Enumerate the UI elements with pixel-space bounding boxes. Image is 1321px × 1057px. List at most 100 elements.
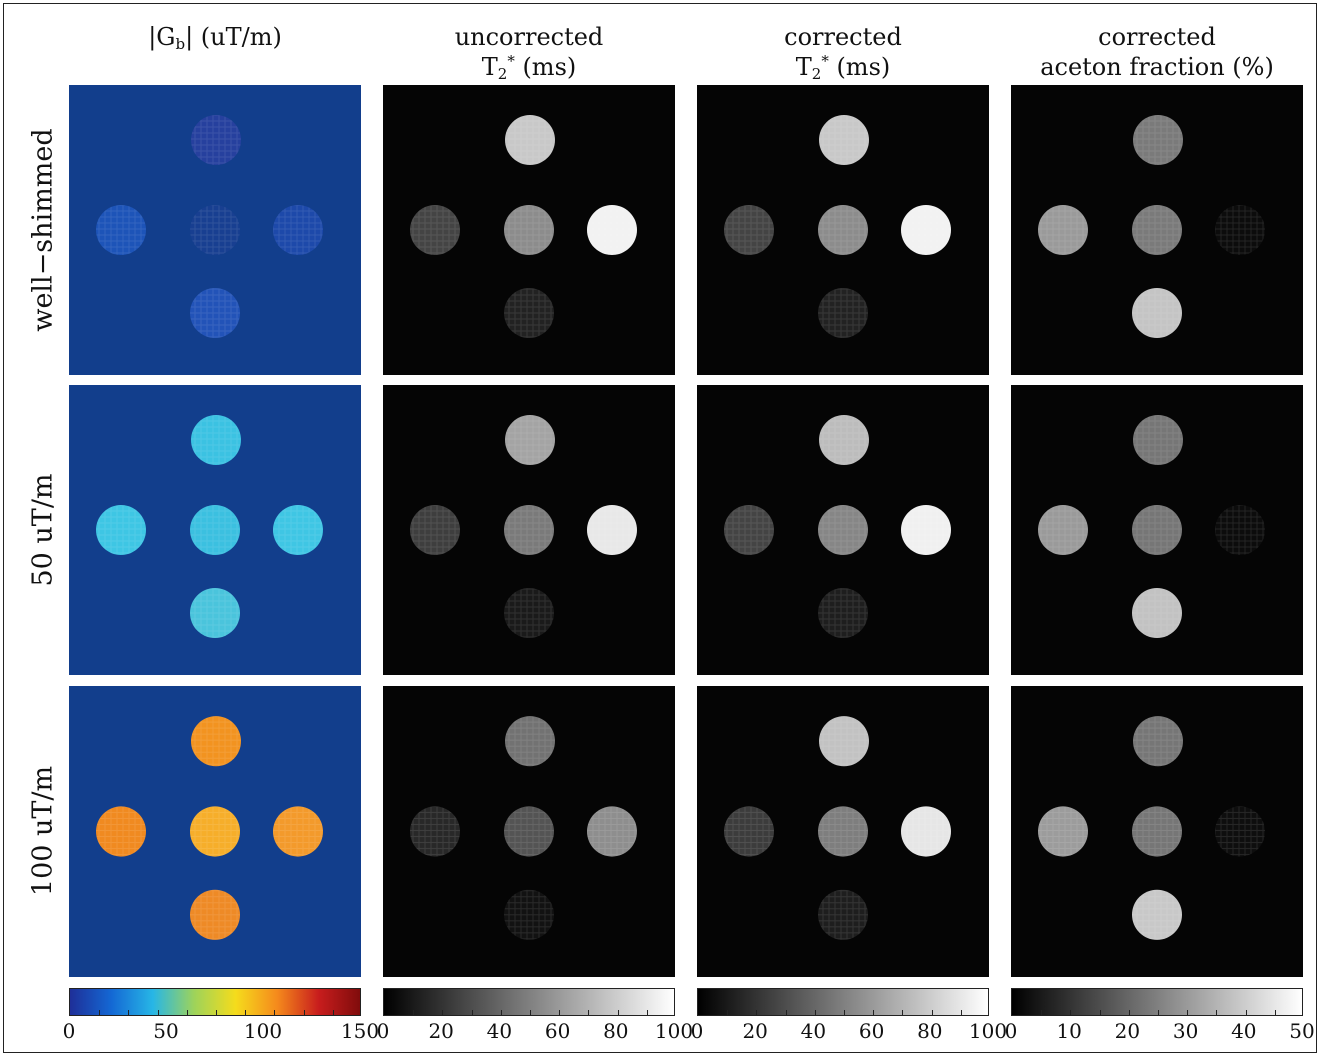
colorbar-tick-mark xyxy=(727,1010,729,1015)
colorbar-tick-mark xyxy=(1070,1010,1072,1015)
colorbar-uncorrected-t2 xyxy=(383,988,675,1016)
phantom-texture xyxy=(505,716,555,767)
colorbar-tick-mark xyxy=(902,1010,904,1015)
colorbar-tick-mark xyxy=(530,1010,531,1015)
colorbar-tick-label: 20 xyxy=(1114,1019,1141,1043)
phantom-texture xyxy=(1215,205,1265,255)
colorbar-tick-mark xyxy=(785,1010,787,1015)
column-header-line2: aceton fraction (%) xyxy=(1040,53,1274,81)
colorbar-tick-label: 100 xyxy=(654,1019,694,1043)
row-label-well-shimmed: well−shimmed xyxy=(27,128,59,332)
phantom-texture xyxy=(587,806,637,857)
column-header-line2: |G xyxy=(148,23,176,51)
phantom-texture xyxy=(818,806,868,857)
phantom-texture xyxy=(504,806,554,857)
colorbar-tick-mark xyxy=(274,1010,276,1015)
phantom-texture xyxy=(190,806,240,857)
colorbar-tick-label: 60 xyxy=(858,1019,885,1043)
colorbar-tick-mark xyxy=(186,1010,188,1015)
phantom-texture xyxy=(190,288,240,338)
image-panel-corr_t2-g100 xyxy=(697,686,989,977)
colorbar-tick-label: 150 xyxy=(340,1019,380,1043)
colorbar-tick-label: 0 xyxy=(376,1019,390,1043)
phantom-texture xyxy=(1038,205,1088,255)
colorbar-tick-label: 100 xyxy=(243,1019,283,1043)
colorbar-tick-mark xyxy=(1274,1010,1276,1015)
phantom-texture xyxy=(587,505,637,555)
colorbar-tick-mark xyxy=(442,1010,444,1015)
phantom-texture xyxy=(818,588,868,638)
phantom-texture xyxy=(818,205,868,255)
image-panel-gb-g50 xyxy=(69,385,361,675)
colorbar-tick-mark xyxy=(814,1010,816,1015)
phantom-texture xyxy=(819,716,869,767)
phantom-texture xyxy=(191,415,241,465)
colorbar-tick-mark xyxy=(931,1010,933,1015)
image-panel-uncorr_t2-g100 xyxy=(383,686,675,977)
column-header-superscript: * xyxy=(507,52,515,70)
colorbar-tick-mark xyxy=(128,1010,130,1015)
phantom-texture xyxy=(96,205,146,255)
phantom-texture xyxy=(818,288,868,338)
colorbar-tick-mark xyxy=(646,1010,648,1015)
column-header-line2-tail: (ms) xyxy=(514,53,577,81)
phantom-texture xyxy=(504,505,554,555)
phantom-texture xyxy=(190,505,240,555)
column-header-line2: T xyxy=(795,53,812,81)
phantom-texture xyxy=(410,806,460,857)
phantom-texture xyxy=(724,806,774,857)
colorbar-tick-label: 30 xyxy=(1172,1019,1199,1043)
row-label-100: 100 uT/m xyxy=(27,765,59,897)
column-header-gb: |Gb| (uT/m) xyxy=(69,22,361,52)
colorbar-tick-mark xyxy=(471,1010,473,1015)
phantom-texture xyxy=(273,806,323,857)
phantom-texture xyxy=(724,505,774,555)
phantom-texture xyxy=(410,205,460,255)
colorbar-tick-mark xyxy=(99,1010,101,1015)
colorbar-tick-label: 80 xyxy=(603,1019,629,1043)
image-panel-acetone-g100 xyxy=(1011,686,1303,977)
colorbar-tick-label: 0 xyxy=(1004,1019,1018,1043)
phantom-texture xyxy=(273,205,323,255)
column-header-subscript: 2 xyxy=(497,65,508,83)
colorbar-tick-mark xyxy=(588,1010,590,1015)
phantom-texture xyxy=(96,806,146,857)
phantom-texture xyxy=(410,505,460,555)
phantom-texture xyxy=(505,415,555,465)
column-header-line2-tail: | (uT/m) xyxy=(185,23,282,51)
colorbar-tick-mark xyxy=(245,1010,247,1015)
column-header-superscript: * xyxy=(821,52,829,70)
colorbar-tick-mark xyxy=(216,1010,217,1015)
figure-frame xyxy=(3,3,1317,1053)
column-header-corrected-t2: corrected T2* (ms) xyxy=(697,22,989,82)
image-panel-gb-shim xyxy=(69,85,361,375)
image-panel-acetone-g50 xyxy=(1011,385,1303,675)
column-header-uncorrected-t2: uncorrected T2* (ms) xyxy=(383,22,675,82)
colorbar-tick-mark xyxy=(844,1010,845,1015)
phantom-texture xyxy=(1132,288,1182,338)
phantom-texture xyxy=(818,889,868,940)
colorbar-tick-mark xyxy=(413,1010,415,1015)
phantom-texture xyxy=(901,205,951,255)
phantom-texture xyxy=(190,588,240,638)
column-header-subscript: b xyxy=(175,35,186,53)
column-header-subscript: 2 xyxy=(811,65,822,83)
column-header-line2-tail: (ms) xyxy=(828,53,891,81)
colorbar-tick-mark xyxy=(1216,1010,1218,1015)
phantom-texture xyxy=(818,505,868,555)
column-header-line2: T xyxy=(481,53,498,81)
colorbar-tick-mark xyxy=(1128,1010,1130,1015)
phantom-texture xyxy=(1215,806,1265,857)
colorbar-tick-mark xyxy=(1041,1010,1043,1015)
colorbar-tick-label: 60 xyxy=(544,1019,571,1043)
colorbar-tick-label: 0 xyxy=(690,1019,704,1043)
phantom-texture xyxy=(724,205,774,255)
colorbar-tick-mark xyxy=(332,1010,334,1015)
colorbar-tick-mark xyxy=(873,1010,875,1015)
phantom-texture xyxy=(273,505,323,555)
image-panel-gb-g100 xyxy=(69,686,361,977)
colorbar-tick-mark xyxy=(157,1010,159,1015)
colorbar-tick-label: 40 xyxy=(486,1019,513,1043)
image-panel-corr_t2-shim xyxy=(697,85,989,375)
phantom-texture xyxy=(505,115,555,165)
